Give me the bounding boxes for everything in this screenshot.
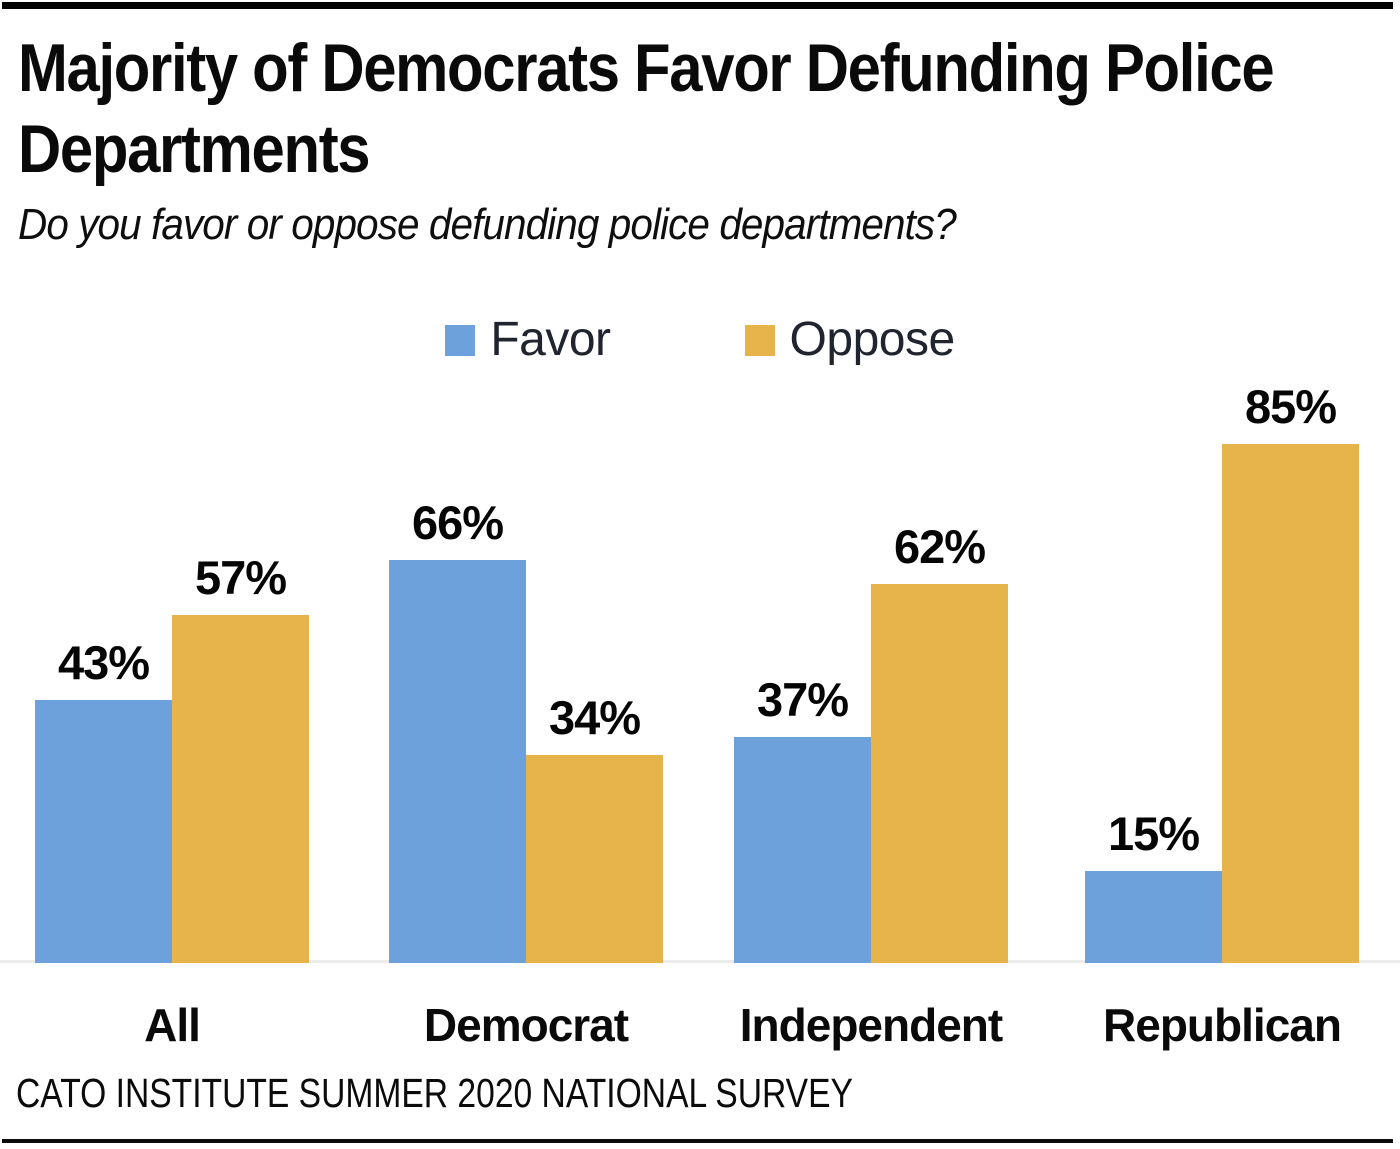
legend-item-oppose: Oppose xyxy=(744,313,956,366)
value-label-favor-republican: 15% xyxy=(1107,807,1200,860)
bar-oppose-independent xyxy=(871,584,1008,963)
bar-oppose-republican xyxy=(1222,444,1359,963)
chart-title-line-1: Majority of Democrats Favor Defunding Po… xyxy=(18,30,1275,106)
favor-swatch-icon xyxy=(445,324,476,356)
value-label-favor-democrat: 66% xyxy=(411,496,504,549)
value-label-oppose-all: 57% xyxy=(194,551,287,604)
value-label-favor-all: 43% xyxy=(57,636,150,689)
value-label-oppose-republican: 85% xyxy=(1244,380,1337,433)
category-label-republican: Republican xyxy=(1103,999,1342,1051)
legend-label-oppose: Oppose xyxy=(789,313,956,366)
value-label-favor-independent: 37% xyxy=(756,673,849,726)
value-label-oppose-democrat: 34% xyxy=(548,691,641,744)
x-axis-line xyxy=(0,960,1400,963)
bar-oppose-democrat xyxy=(526,755,663,963)
legend-item-favor: Favor xyxy=(445,313,611,366)
bar-favor-independent xyxy=(734,737,871,963)
top-rule xyxy=(2,2,1393,9)
chart-subtitle: Do you favor or oppose defunding police … xyxy=(18,200,957,249)
category-label-independent: Independent xyxy=(739,999,1003,1051)
bar-oppose-all xyxy=(172,615,309,963)
value-label-oppose-independent: 62% xyxy=(893,520,986,573)
source-note: CATO INSTITUTE SUMMER 2020 NATIONAL SURV… xyxy=(16,1070,853,1116)
bar-favor-democrat xyxy=(389,560,526,963)
chart-title-line-2: Departments xyxy=(18,111,371,187)
category-label-all: All xyxy=(144,999,201,1051)
legend: Favor Oppose xyxy=(0,313,1400,366)
oppose-swatch-icon xyxy=(744,324,775,356)
category-label-democrat: Democrat xyxy=(423,999,629,1051)
legend-label-favor: Favor xyxy=(490,313,611,366)
bottom-rule xyxy=(2,1139,1393,1143)
bar-favor-republican xyxy=(1085,871,1222,963)
chart-title: Majority of Democrats Favor Defunding Po… xyxy=(18,28,1275,190)
bar-favor-all xyxy=(35,700,172,963)
